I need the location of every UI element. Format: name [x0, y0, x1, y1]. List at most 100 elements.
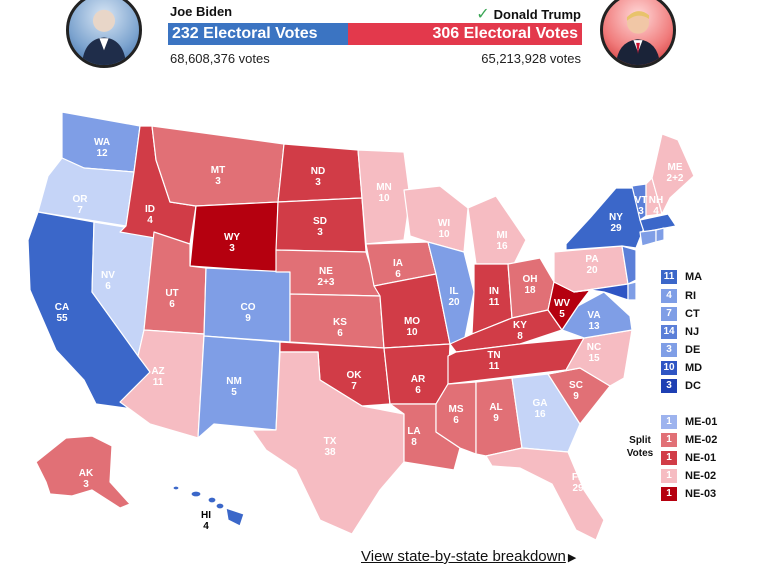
- biden-name: Joe Biden: [170, 4, 233, 19]
- state-mi[interactable]: [467, 195, 527, 265]
- label-in: IN 11: [489, 286, 500, 308]
- label-wa: WA 12: [94, 137, 110, 159]
- play-arrow-icon: ▶: [567, 552, 577, 564]
- label-fl: FL 29: [572, 472, 584, 494]
- legend-swatch: 1: [661, 469, 677, 483]
- legend-item-nj[interactable]: 14 NJ: [661, 325, 699, 339]
- legend-item-ma[interactable]: 11 MA: [661, 270, 702, 284]
- legend-label: MD: [685, 362, 703, 374]
- legend-swatch: 1: [661, 451, 677, 465]
- trump-electoral-votes: 306 Electoral Votes: [348, 23, 582, 45]
- label-ak: AK 3: [79, 468, 94, 490]
- state-nj[interactable]: [621, 245, 637, 285]
- legend-swatch: 1: [661, 487, 677, 501]
- legend-label: ME-01: [685, 416, 718, 428]
- label-co: CO 9: [241, 302, 256, 324]
- label-ny: NY 29: [609, 212, 623, 234]
- trump-name-wrap: ✓ Donald Trump: [476, 4, 581, 24]
- legend-item-ri[interactable]: 4 RI: [661, 289, 696, 303]
- label-id: ID 4: [145, 204, 155, 226]
- legend-swatch: 1: [661, 415, 677, 429]
- label-nm: NM 5: [226, 376, 242, 398]
- state-md[interactable]: [573, 283, 629, 301]
- label-nd: ND 3: [311, 166, 325, 188]
- state-ri[interactable]: [655, 227, 665, 243]
- legend-label: NJ: [685, 326, 700, 338]
- state-tx[interactable]: [251, 351, 405, 535]
- trump-avatar: [600, 0, 676, 68]
- label-oh: OH 18: [523, 274, 538, 296]
- legend-item-me-01[interactable]: 1 ME-01: [661, 415, 717, 429]
- label-mn: MN 10: [376, 182, 392, 204]
- label-sd: SD 3: [313, 216, 327, 238]
- label-nv: NV 6: [101, 270, 115, 292]
- legend-swatch: 1: [661, 433, 677, 447]
- legend-item-dc[interactable]: 3 DC: [661, 379, 701, 393]
- label-mi: MI 16: [496, 230, 508, 252]
- legend-label: CT: [685, 308, 700, 320]
- label-pa: PA 20: [585, 254, 598, 276]
- state-de[interactable]: [627, 281, 637, 301]
- label-mt: MT 3: [211, 165, 225, 187]
- legend-item-me-02[interactable]: 1 ME-02: [661, 433, 717, 447]
- legend-item-ct[interactable]: 7 CT: [661, 307, 700, 321]
- label-mo: MO 10: [404, 316, 420, 338]
- label-ca: CA 55: [55, 302, 69, 324]
- state-nm[interactable]: [197, 335, 281, 439]
- label-nc: NC 15: [587, 342, 601, 364]
- state-ny[interactable]: [565, 187, 645, 251]
- state-ct[interactable]: [639, 229, 657, 247]
- label-va: VA 13: [587, 310, 600, 332]
- legend-swatch: 3: [661, 343, 677, 357]
- label-or: OR 7: [73, 194, 89, 216]
- checkmark-icon: ✓: [476, 6, 490, 23]
- legend-item-md[interactable]: 10 MD: [661, 361, 702, 375]
- person-silhouette-icon: [615, 11, 661, 65]
- state-mn[interactable]: [357, 149, 411, 245]
- legend-swatch: 3: [661, 379, 677, 393]
- state-me[interactable]: [651, 133, 695, 215]
- label-tx: TX 38: [324, 436, 337, 458]
- label-me: ME 2+2: [667, 162, 684, 184]
- label-nh: NH 4: [649, 195, 663, 217]
- label-la: LA 8: [407, 426, 420, 448]
- legend-swatch: 10: [661, 361, 677, 375]
- state-fl[interactable]: [485, 447, 605, 541]
- label-vt: VT 3: [635, 195, 648, 217]
- legend-label: DE: [685, 344, 701, 356]
- label-tn: TN 11: [487, 350, 500, 372]
- state-breakdown-link[interactable]: View state-by-state breakdown ▶: [361, 548, 577, 565]
- biden-avatar: [66, 0, 142, 68]
- trump-name: Donald Trump: [493, 7, 581, 22]
- legend-label: NE-02: [685, 470, 717, 482]
- person-silhouette-icon: [81, 9, 127, 65]
- legend-swatch: 11: [661, 270, 677, 284]
- label-ut: UT 6: [165, 288, 178, 310]
- legend-label: RI: [685, 290, 696, 302]
- legend-label: MA: [685, 271, 703, 283]
- legend-label: ME-02: [685, 434, 718, 446]
- legend-label: DC: [685, 380, 701, 392]
- label-al: AL 9: [489, 402, 502, 424]
- legend-item-de[interactable]: 3 DE: [661, 343, 700, 357]
- legend-label: NE-03: [685, 488, 717, 500]
- legend-item-ne-03[interactable]: 1 NE-03: [661, 487, 716, 501]
- trump-popular-votes: 65,213,928 votes: [481, 51, 581, 66]
- legend-item-ne-02[interactable]: 1 NE-02: [661, 469, 716, 483]
- biden-electoral-votes: 232 Electoral Votes: [168, 23, 348, 45]
- legend-swatch: 4: [661, 289, 677, 303]
- state-ak[interactable]: [35, 435, 131, 509]
- state-ma[interactable]: [639, 213, 677, 233]
- state-hi[interactable]: [172, 485, 245, 527]
- state-ga[interactable]: [511, 373, 581, 453]
- label-wv: WV 5: [554, 298, 570, 320]
- label-az: AZ 11: [151, 366, 164, 388]
- label-ms: MS 6: [449, 404, 464, 426]
- legend-item-ne-01[interactable]: 1 NE-01: [661, 451, 716, 465]
- label-ky: KY 8: [513, 320, 527, 342]
- label-ga: GA 16: [533, 398, 548, 420]
- label-ok: OK 7: [347, 370, 363, 392]
- label-sc: SC 9: [569, 380, 583, 402]
- label-wi: WI 10: [438, 218, 450, 240]
